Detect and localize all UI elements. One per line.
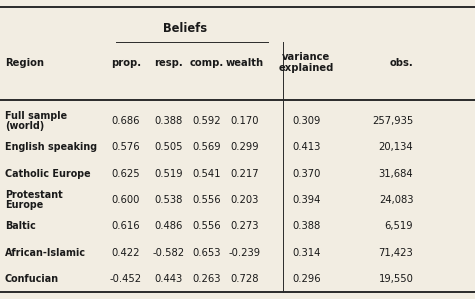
- Text: 257,935: 257,935: [372, 116, 413, 126]
- Text: Protestant
Europe: Protestant Europe: [5, 190, 63, 210]
- Text: 0.443: 0.443: [154, 274, 183, 284]
- Text: -0.452: -0.452: [110, 274, 142, 284]
- Text: Confucian: Confucian: [5, 274, 59, 284]
- Text: 0.576: 0.576: [112, 142, 140, 152]
- Text: 0.600: 0.600: [112, 195, 140, 205]
- Text: 0.299: 0.299: [230, 142, 259, 152]
- Text: 0.505: 0.505: [154, 142, 183, 152]
- Text: African-Islamic: African-Islamic: [5, 248, 86, 258]
- Text: 0.569: 0.569: [192, 142, 221, 152]
- Text: 19,550: 19,550: [379, 274, 413, 284]
- Text: Region: Region: [5, 58, 44, 68]
- Text: comp.: comp.: [190, 58, 224, 68]
- Text: 0.388: 0.388: [154, 116, 183, 126]
- Text: Catholic Europe: Catholic Europe: [5, 169, 90, 179]
- Text: 0.394: 0.394: [292, 195, 321, 205]
- Text: 0.217: 0.217: [230, 169, 259, 179]
- Text: 0.203: 0.203: [230, 195, 259, 205]
- Text: 24,083: 24,083: [379, 195, 413, 205]
- Text: 71,423: 71,423: [379, 248, 413, 258]
- Text: 20,134: 20,134: [379, 142, 413, 152]
- Text: 6,519: 6,519: [385, 221, 413, 231]
- Text: prop.: prop.: [111, 58, 141, 68]
- Text: 0.556: 0.556: [192, 221, 221, 231]
- Text: -0.582: -0.582: [152, 248, 185, 258]
- Text: obs.: obs.: [390, 58, 413, 68]
- Text: 0.653: 0.653: [192, 248, 221, 258]
- Text: 0.616: 0.616: [112, 221, 140, 231]
- Text: Beliefs: Beliefs: [163, 22, 207, 35]
- Text: 0.314: 0.314: [292, 248, 321, 258]
- Text: 0.422: 0.422: [112, 248, 140, 258]
- Text: 31,684: 31,684: [379, 169, 413, 179]
- Text: 0.556: 0.556: [192, 195, 221, 205]
- Text: variance
explained: variance explained: [279, 52, 334, 73]
- Text: 0.370: 0.370: [292, 169, 321, 179]
- Text: Full sample
(world): Full sample (world): [5, 111, 67, 131]
- Text: 0.413: 0.413: [292, 142, 321, 152]
- Text: 0.625: 0.625: [112, 169, 140, 179]
- Text: 0.592: 0.592: [192, 116, 221, 126]
- Text: 0.486: 0.486: [154, 221, 183, 231]
- Text: 0.170: 0.170: [230, 116, 259, 126]
- Text: resp.: resp.: [154, 58, 183, 68]
- Text: 0.728: 0.728: [230, 274, 259, 284]
- Text: English speaking: English speaking: [5, 142, 97, 152]
- Text: 0.263: 0.263: [192, 274, 221, 284]
- Text: 0.538: 0.538: [154, 195, 183, 205]
- Text: 0.388: 0.388: [292, 221, 321, 231]
- Text: 0.309: 0.309: [292, 116, 321, 126]
- Text: 0.519: 0.519: [154, 169, 183, 179]
- Text: 0.273: 0.273: [230, 221, 259, 231]
- Text: 0.541: 0.541: [192, 169, 221, 179]
- Text: 0.296: 0.296: [292, 274, 321, 284]
- Text: 0.686: 0.686: [112, 116, 140, 126]
- Text: -0.239: -0.239: [228, 248, 261, 258]
- Text: Baltic: Baltic: [5, 221, 36, 231]
- Text: wealth: wealth: [226, 58, 264, 68]
